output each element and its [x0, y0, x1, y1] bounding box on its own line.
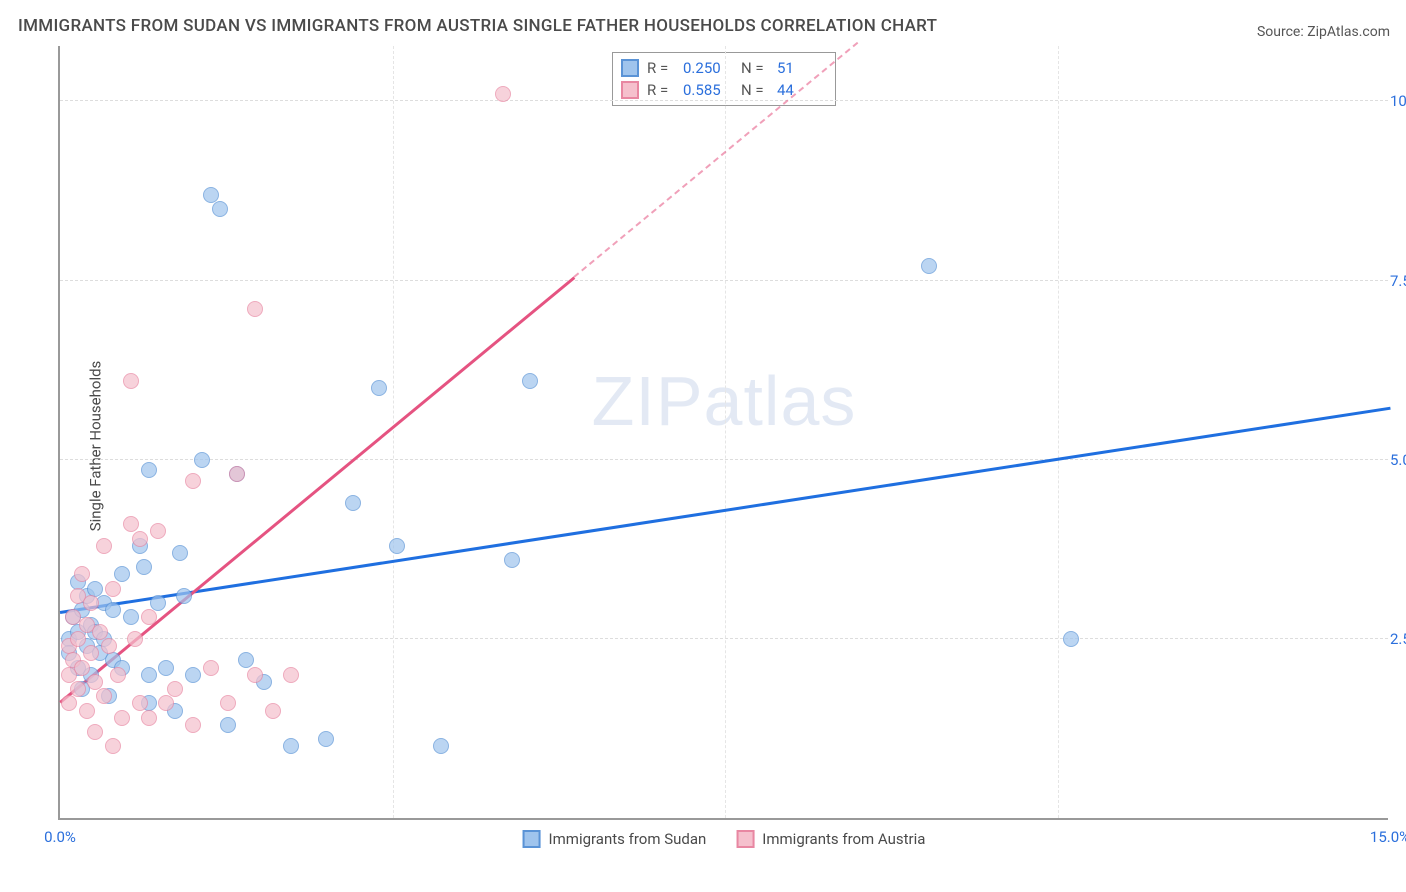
data-point — [123, 516, 139, 532]
data-point — [318, 731, 334, 747]
data-point — [132, 531, 148, 547]
data-point — [433, 738, 449, 754]
data-point — [61, 695, 77, 711]
data-point — [185, 473, 201, 489]
legend-correlation: R =0.250N =51R =0.585N =44 — [612, 52, 836, 106]
data-point — [158, 660, 174, 676]
data-point — [132, 695, 148, 711]
data-point — [105, 602, 121, 618]
data-point — [74, 660, 90, 676]
watermark: ZIPatlas — [592, 361, 857, 441]
data-point — [220, 717, 236, 733]
gridline-h — [60, 459, 1388, 460]
x-tick-label: 15.0% — [1370, 828, 1406, 846]
data-point — [158, 695, 174, 711]
gridline-h — [60, 100, 1388, 101]
y-tick-label: 5.0% — [1390, 451, 1406, 469]
data-point — [150, 595, 166, 611]
data-point — [150, 523, 166, 539]
legend-series-label: Immigrants from Austria — [762, 830, 925, 848]
data-point — [194, 452, 210, 468]
legend-n-label: N = — [741, 59, 769, 77]
gridline-h — [60, 638, 1388, 639]
data-point — [238, 652, 254, 668]
data-point — [87, 724, 103, 740]
data-point — [136, 559, 152, 575]
legend-row: R =0.250N =51 — [621, 57, 827, 79]
gridline-v — [725, 46, 726, 818]
data-point — [87, 674, 103, 690]
data-point — [96, 688, 112, 704]
data-point — [105, 738, 121, 754]
data-point — [74, 566, 90, 582]
data-point — [83, 645, 99, 661]
legend-r-label: R = — [647, 59, 675, 77]
data-point — [123, 373, 139, 389]
data-point — [101, 638, 117, 654]
data-point — [114, 566, 130, 582]
data-point — [141, 667, 157, 683]
legend-series-label: Immigrants from Sudan — [549, 830, 707, 848]
x-tick-label: 0.0% — [44, 828, 76, 846]
legend-series: Immigrants from Sudan Immigrants from Aus… — [513, 830, 936, 848]
data-point — [522, 373, 538, 389]
data-point — [203, 660, 219, 676]
data-point — [1063, 631, 1079, 647]
data-point — [127, 631, 143, 647]
legend-series-item: Immigrants from Sudan — [523, 830, 707, 848]
data-point — [203, 187, 219, 203]
data-point — [123, 609, 139, 625]
data-point — [92, 624, 108, 640]
data-point — [105, 581, 121, 597]
y-tick-label: 7.5% — [1390, 272, 1406, 290]
data-point — [283, 738, 299, 754]
legend-row: R =0.585N =44 — [621, 79, 827, 101]
data-point — [96, 538, 112, 554]
data-point — [283, 667, 299, 683]
data-point — [141, 462, 157, 478]
data-point — [371, 380, 387, 396]
data-point — [70, 631, 86, 647]
y-tick-label: 10.0% — [1390, 92, 1406, 110]
data-point — [504, 552, 520, 568]
plot-area: ZIPatlas R =0.250N =51R =0.585N =44 Immi… — [58, 46, 1388, 820]
data-point — [220, 695, 236, 711]
source-label: Source: ZipAtlas.com — [1257, 24, 1390, 40]
legend-series-item: Immigrants from Austria — [736, 830, 925, 848]
data-point — [167, 681, 183, 697]
data-point — [141, 609, 157, 625]
data-point — [495, 86, 511, 102]
legend-swatch — [621, 59, 639, 77]
data-point — [141, 710, 157, 726]
data-point — [114, 710, 130, 726]
data-point — [176, 588, 192, 604]
legend-swatch — [621, 81, 639, 99]
gridline-v — [1058, 46, 1059, 818]
y-tick-label: 2.5% — [1390, 630, 1406, 648]
data-point — [345, 495, 361, 511]
legend-n-label: N = — [741, 81, 769, 99]
data-point — [921, 258, 937, 274]
legend-n-value: 44 — [777, 81, 827, 99]
legend-swatch — [736, 830, 754, 848]
data-point — [172, 545, 188, 561]
data-point — [185, 667, 201, 683]
data-point — [389, 538, 405, 554]
legend-swatch — [523, 830, 541, 848]
chart-title: IMMIGRANTS FROM SUDAN VS IMMIGRANTS FROM… — [18, 16, 937, 36]
data-point — [265, 703, 281, 719]
data-point — [70, 681, 86, 697]
data-point — [83, 595, 99, 611]
legend-r-label: R = — [647, 81, 675, 99]
data-point — [229, 466, 245, 482]
gridline-v — [393, 46, 394, 818]
data-point — [247, 301, 263, 317]
data-point — [212, 201, 228, 217]
data-point — [79, 703, 95, 719]
gridline-h — [60, 280, 1388, 281]
data-point — [247, 667, 263, 683]
data-point — [185, 717, 201, 733]
data-point — [110, 667, 126, 683]
